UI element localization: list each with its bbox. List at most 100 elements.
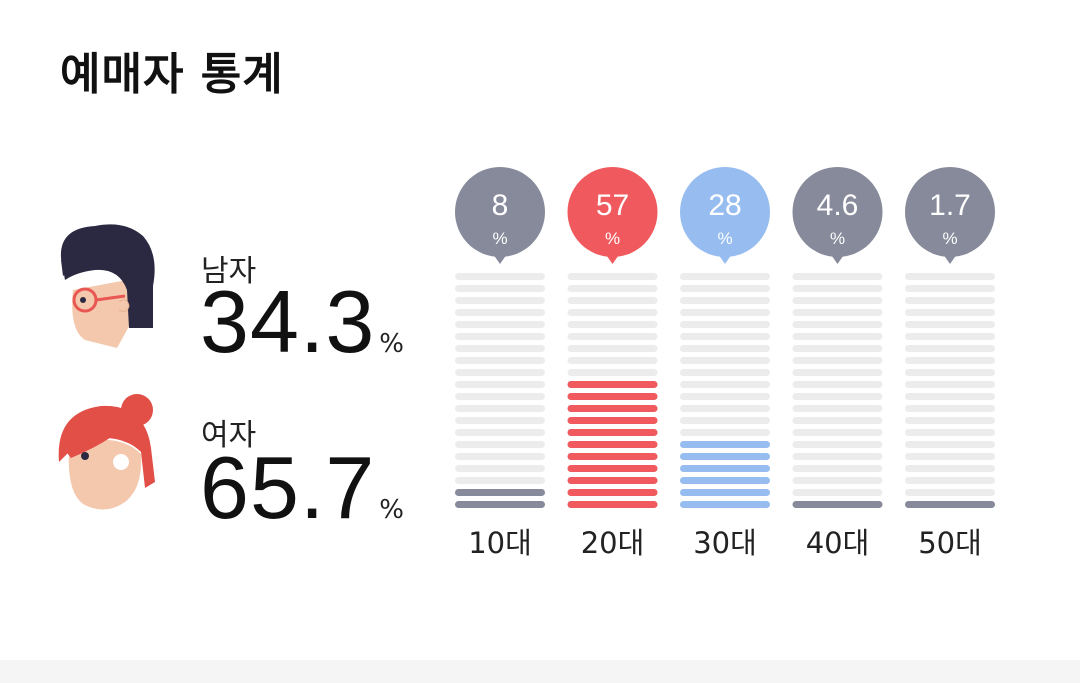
bar-stripe <box>567 393 658 400</box>
bar <box>567 381 658 508</box>
track-stripe <box>792 273 883 280</box>
bar-stripe <box>455 501 545 508</box>
track-stripe <box>792 441 883 448</box>
track-stripe <box>455 345 545 352</box>
track-stripe <box>567 345 658 352</box>
age-column: 57% 20대 <box>567 167 658 560</box>
track-stripe <box>792 429 883 436</box>
track-stripe <box>455 321 545 328</box>
track-stripe <box>455 357 545 364</box>
age-column: 28% 30대 <box>680 167 770 560</box>
bar-stripe <box>567 417 658 424</box>
male-label: 남자 <box>201 254 257 289</box>
track-stripe <box>905 369 995 376</box>
track-stripe <box>792 333 883 340</box>
track-stripe <box>905 333 995 340</box>
track-stripe <box>905 381 995 388</box>
track-stripe <box>792 297 883 304</box>
data-label: 28 <box>708 189 741 222</box>
data-label: 4.6 <box>817 189 859 222</box>
bar-stripe <box>567 441 658 448</box>
track-stripe <box>455 381 545 388</box>
track-stripe <box>455 309 545 316</box>
bar <box>680 441 770 508</box>
bar-stripe <box>567 489 658 496</box>
bar-stripe <box>680 489 770 496</box>
bubble-circle <box>792 167 883 257</box>
track-stripe <box>680 345 770 352</box>
bar-stripe <box>680 477 770 484</box>
data-label-unit: % <box>830 229 845 248</box>
bar-stripe <box>567 405 658 412</box>
female-stat: 여자 65.7% <box>55 392 435 532</box>
track-stripe <box>567 357 658 364</box>
track-stripe <box>455 477 545 484</box>
data-label: 57 <box>596 189 629 222</box>
track-stripe <box>455 333 545 340</box>
track-stripe <box>455 273 545 280</box>
track-stripe <box>905 477 995 484</box>
track-stripe <box>792 357 883 364</box>
bar-stripe <box>905 501 995 508</box>
track-stripe <box>792 345 883 352</box>
track-stripe <box>680 417 770 424</box>
track-stripe <box>680 309 770 316</box>
bar-stripe <box>567 477 658 484</box>
value-bubble: 1.7% <box>905 167 995 264</box>
track-stripe <box>455 429 545 436</box>
male-stat: 남자 34.3% <box>55 220 435 366</box>
bubble-pointer <box>605 254 620 264</box>
track-stripe <box>905 453 995 460</box>
track-stripe <box>905 465 995 472</box>
track-stripe <box>792 489 883 496</box>
female-label: 여자 <box>201 418 257 453</box>
track-stripe <box>680 273 770 280</box>
bubble-pointer <box>943 254 957 264</box>
male-percentage: 34.3 <box>200 272 376 371</box>
track-stripe <box>905 345 995 352</box>
female-percentage: 65.7 <box>200 438 376 537</box>
track-stripe <box>455 465 545 472</box>
data-label-unit: % <box>605 229 620 248</box>
track-stripe <box>680 429 770 436</box>
track-stripe <box>792 381 883 388</box>
age-column: 1.7% 50대 <box>905 167 995 560</box>
track-stripe <box>567 273 658 280</box>
bubble-circle <box>905 167 995 257</box>
track-stripe <box>680 333 770 340</box>
track-stripe <box>455 369 545 376</box>
bar-stripe <box>680 465 770 472</box>
track-stripe <box>567 369 658 376</box>
track-stripe <box>905 429 995 436</box>
bubble-circle <box>455 167 545 257</box>
track-stripe <box>680 393 770 400</box>
value-bubble: 57% <box>567 167 658 264</box>
track-stripe <box>792 465 883 472</box>
bubble-pointer <box>493 254 507 264</box>
track-stripe <box>455 393 545 400</box>
bar-stripe <box>567 429 658 436</box>
track-stripe <box>567 297 658 304</box>
page-title: 예매자 통계 <box>60 49 284 100</box>
track-stripe <box>792 417 883 424</box>
track-stripe <box>567 321 658 328</box>
track-stripe <box>455 297 545 304</box>
track-stripe <box>905 417 995 424</box>
bar-stripe <box>792 501 883 508</box>
bottom-divider <box>0 660 1080 683</box>
track-stripe <box>792 285 883 292</box>
track-stripe <box>680 405 770 412</box>
track-stripe <box>792 393 883 400</box>
track-stripe <box>680 369 770 376</box>
female-percent-unit: % <box>379 495 404 525</box>
bar-stripe <box>680 453 770 460</box>
bar-stripe <box>567 381 658 388</box>
track-stripe <box>567 309 658 316</box>
tick-label: 30대 <box>693 526 757 560</box>
data-label-unit: % <box>717 229 732 248</box>
value-bubble: 28% <box>680 167 770 264</box>
track-stripe <box>567 333 658 340</box>
female-avatar-icon <box>58 394 155 510</box>
track-stripe <box>792 477 883 484</box>
bar <box>792 501 883 508</box>
